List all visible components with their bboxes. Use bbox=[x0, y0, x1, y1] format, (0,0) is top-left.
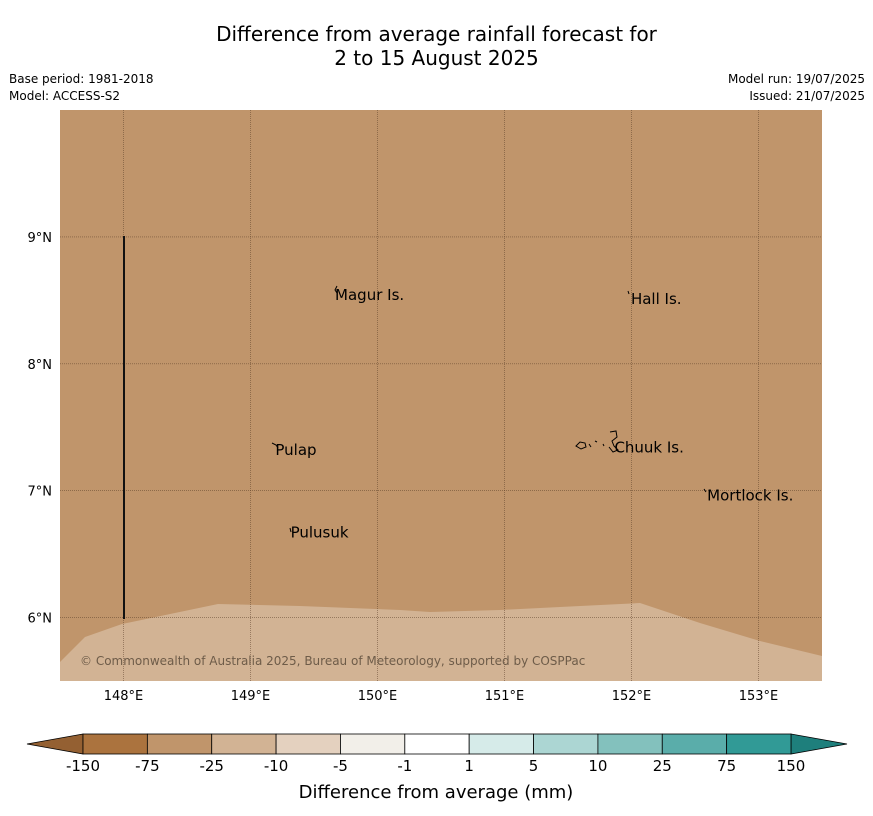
colorbar-label: 150 bbox=[777, 757, 806, 775]
lon-tick-label: 153°E bbox=[739, 689, 779, 704]
colorbar-segment bbox=[275, 733, 341, 755]
title-line-1: Difference from average rainfall forecas… bbox=[216, 22, 657, 46]
colorbar-segment bbox=[533, 733, 599, 755]
island-markers bbox=[271, 285, 707, 533]
colorbar-label: -10 bbox=[264, 757, 289, 775]
map-background bbox=[60, 110, 822, 681]
colorbar-segment bbox=[597, 733, 663, 755]
place-label: Magur Is. bbox=[335, 286, 404, 304]
place-labels: Magur Is. Hall Is. Pulap Chuuk Is. Mortlock … bbox=[275, 286, 793, 541]
colorbar-title: Difference from average (mm) bbox=[299, 782, 574, 803]
lat-tick-label: 8°N bbox=[28, 358, 53, 373]
place-label: Pulap bbox=[275, 441, 316, 459]
colorbar-segment bbox=[146, 733, 213, 755]
lat-tick-label: 9°N bbox=[28, 231, 53, 246]
place-label: Hall Is. bbox=[631, 290, 682, 308]
colorbar-label: -5 bbox=[333, 757, 348, 775]
lon-tick-label: 149°E bbox=[231, 689, 271, 704]
mortlock-island-shape bbox=[703, 488, 707, 493]
lon-tick-label: 150°E bbox=[358, 689, 398, 704]
colorbar-segment bbox=[211, 733, 277, 755]
colorbar-label: -150 bbox=[66, 757, 100, 775]
place-label: Pulusuk bbox=[291, 523, 349, 541]
magur-island-shape bbox=[334, 285, 338, 294]
colorbar-label: 1 bbox=[464, 757, 474, 775]
colorbar-label: -75 bbox=[135, 757, 160, 775]
meta-left: Base period: 1981-2018 Model: ACCESS-S2 bbox=[9, 71, 154, 105]
lon-tick-label: 151°E bbox=[485, 689, 525, 704]
place-label: Chuuk Is. bbox=[614, 438, 683, 456]
model-run-text: Model run: 19/07/2025 bbox=[727, 72, 865, 86]
colorbar-segment bbox=[468, 733, 534, 755]
colorbar-label: 5 bbox=[529, 757, 539, 775]
chuuk-island-shapes bbox=[575, 430, 619, 453]
colorbar-segment bbox=[661, 733, 728, 755]
map-gridlines bbox=[60, 110, 822, 681]
colorbar-label: 25 bbox=[653, 757, 672, 775]
colorbar-segment bbox=[340, 733, 406, 755]
lon-tick-label: 148°E bbox=[104, 689, 144, 704]
pulusuk-island-shape bbox=[289, 527, 292, 533]
model-text: Model: ACCESS-S2 bbox=[9, 89, 121, 103]
colorbar-segment bbox=[82, 733, 148, 755]
colorbar: -150 -75 -25 -10 -5 -1 1 5 10 25 75 150 bbox=[26, 733, 848, 775]
longitude-tick-labels: 148°E 149°E 150°E 151°E 152°E 153°E bbox=[104, 689, 779, 704]
hall-island-shape bbox=[627, 290, 630, 295]
copyright-text: © Commonwealth of Australia 2025, Bureau… bbox=[80, 654, 585, 668]
lon-tick-label: 152°E bbox=[612, 689, 652, 704]
meta-right: Model run: 19/07/2025 Issued: 21/07/2025 bbox=[728, 71, 865, 105]
colorbar-label: 10 bbox=[588, 757, 607, 775]
colorbar-over-arrow bbox=[790, 733, 848, 755]
colorbar-label: -25 bbox=[199, 757, 224, 775]
issued-text: Issued: 21/07/2025 bbox=[749, 89, 865, 103]
colorbar-under-arrow bbox=[26, 733, 84, 755]
lat-tick-label: 7°N bbox=[28, 485, 53, 500]
base-period-text: Base period: 1981-2018 bbox=[9, 72, 154, 86]
map-title: Difference from average rainfall forecas… bbox=[0, 22, 873, 70]
colorbar-label: -1 bbox=[397, 757, 412, 775]
colorbar-segment bbox=[404, 733, 470, 755]
pulap-island-shape bbox=[271, 442, 279, 449]
place-label: Mortlock Is. bbox=[707, 486, 793, 504]
title-line-2: 2 to 15 August 2025 bbox=[334, 46, 539, 70]
colorbar-label: 75 bbox=[717, 757, 736, 775]
lat-tick-label: 6°N bbox=[28, 612, 53, 627]
latitude-tick-labels: 6°N 7°N 8°N 9°N bbox=[28, 231, 53, 627]
colorbar-segment bbox=[726, 733, 792, 755]
